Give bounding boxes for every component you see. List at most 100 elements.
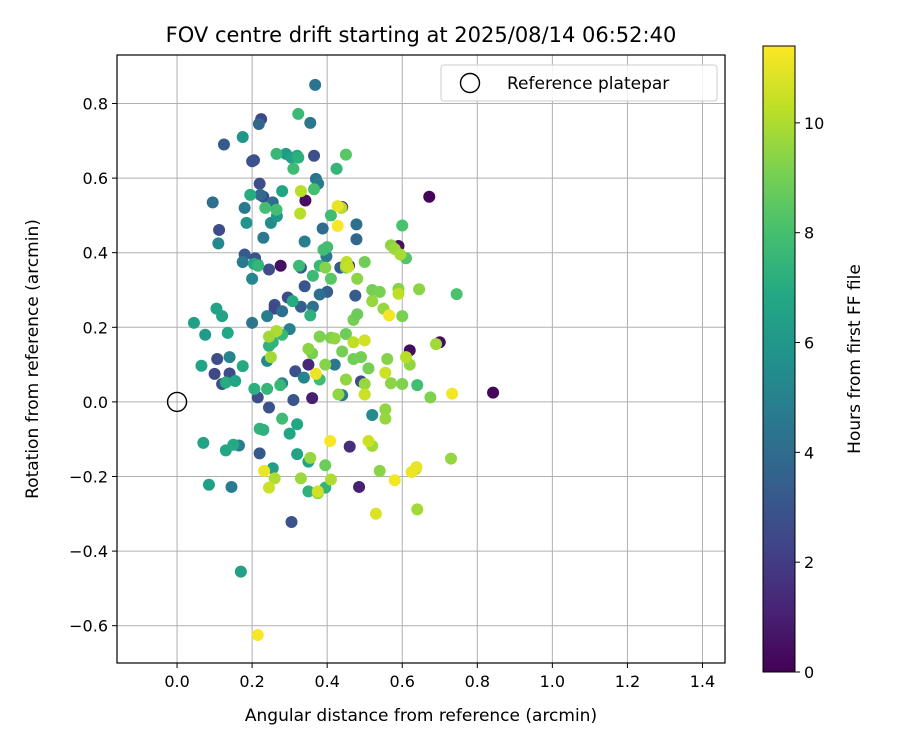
data-point xyxy=(411,379,424,392)
x-tick-label: 0.2 xyxy=(239,672,264,691)
data-point xyxy=(350,233,363,246)
legend-box xyxy=(440,64,718,102)
colorbar-ticks: 0 2 4 6 8 10 xyxy=(795,114,824,682)
data-point xyxy=(253,177,266,190)
data-point xyxy=(225,480,238,493)
data-point xyxy=(287,162,300,175)
data-point xyxy=(298,235,311,248)
data-point xyxy=(328,332,341,345)
data-point xyxy=(319,358,332,371)
data-point xyxy=(254,188,267,201)
data-point xyxy=(316,222,329,235)
colorbar-tick-label: 0 xyxy=(804,663,814,682)
colorbar-tick-label: 8 xyxy=(804,224,814,243)
colorbar-tick-label: 6 xyxy=(804,334,814,353)
data-point xyxy=(392,287,405,300)
data-point xyxy=(308,183,321,196)
data-point xyxy=(445,452,458,465)
data-point xyxy=(270,203,283,216)
data-point xyxy=(287,394,300,407)
data-point xyxy=(366,408,379,421)
data-point xyxy=(202,478,215,491)
data-point xyxy=(187,316,200,329)
data-point xyxy=(396,310,409,323)
data-point xyxy=(236,131,249,144)
y-tick-label: 0.8 xyxy=(83,94,108,113)
colorbar xyxy=(762,45,796,673)
data-point xyxy=(319,459,332,472)
data-point xyxy=(343,440,356,453)
data-point xyxy=(351,308,364,321)
data-point xyxy=(388,474,401,487)
data-point xyxy=(268,472,281,485)
data-point xyxy=(342,260,355,273)
data-point xyxy=(379,403,392,416)
data-point xyxy=(358,388,371,401)
data-point xyxy=(362,435,375,448)
data-point xyxy=(362,362,375,375)
data-point xyxy=(396,377,409,390)
legend-marker xyxy=(459,72,481,94)
legend-label: Reference platepar xyxy=(507,74,669,94)
x-tick-label: 0.4 xyxy=(314,672,339,691)
data-point xyxy=(206,196,219,209)
data-point xyxy=(259,201,272,214)
data-point xyxy=(383,309,396,322)
data-point xyxy=(292,151,305,164)
data-point xyxy=(350,218,363,231)
data-point xyxy=(263,481,275,494)
data-point xyxy=(244,188,257,201)
data-point xyxy=(324,473,337,486)
data-point xyxy=(293,259,306,272)
data-point xyxy=(236,360,249,373)
y-tick-label: 0.6 xyxy=(83,169,108,188)
data-point xyxy=(240,216,253,229)
x-tick-label: 0.0 xyxy=(164,672,189,691)
data-point xyxy=(195,359,208,372)
data-point xyxy=(216,310,229,323)
data-point xyxy=(208,367,221,380)
data-point xyxy=(306,392,319,405)
data-point xyxy=(221,326,234,339)
data-point xyxy=(332,388,345,401)
data-point xyxy=(331,200,344,213)
data-point xyxy=(349,289,362,302)
data-point xyxy=(319,261,332,274)
data-point xyxy=(286,295,299,308)
data-point xyxy=(313,330,326,343)
data-point xyxy=(291,418,304,431)
data-point xyxy=(212,237,225,250)
data-point xyxy=(339,148,352,161)
data-point xyxy=(211,353,224,365)
data-point xyxy=(384,377,397,390)
data-point xyxy=(330,162,343,175)
data-point xyxy=(304,116,317,129)
data-point xyxy=(328,358,341,371)
data-point xyxy=(324,272,337,285)
data-point xyxy=(264,351,277,364)
x-axis: 0.0 0.2 0.4 0.6 0.8 1.0 1.2 1.4 xyxy=(164,663,715,691)
data-point xyxy=(236,256,249,269)
data-point xyxy=(263,330,275,343)
data-point xyxy=(351,272,364,285)
y-tick-label: 0.2 xyxy=(83,318,108,337)
data-point xyxy=(252,259,265,272)
data-point xyxy=(276,185,289,198)
chart-title: FOV centre drift starting at 2025/08/14 … xyxy=(166,23,677,47)
data-point xyxy=(379,366,392,379)
y-tick-label: −0.6 xyxy=(69,617,108,636)
colorbar-tick-label: 4 xyxy=(804,443,814,462)
x-tick-label: 0.6 xyxy=(390,672,415,691)
data-point xyxy=(304,309,317,322)
x-tick-label: 1.4 xyxy=(690,672,715,691)
data-point xyxy=(223,351,236,364)
data-point xyxy=(276,412,289,425)
data-point xyxy=(234,565,247,578)
data-point xyxy=(321,241,334,254)
data-point xyxy=(324,435,337,448)
data-point xyxy=(324,209,337,222)
data-point xyxy=(253,447,266,460)
data-point xyxy=(309,78,322,91)
data-point xyxy=(219,376,232,389)
